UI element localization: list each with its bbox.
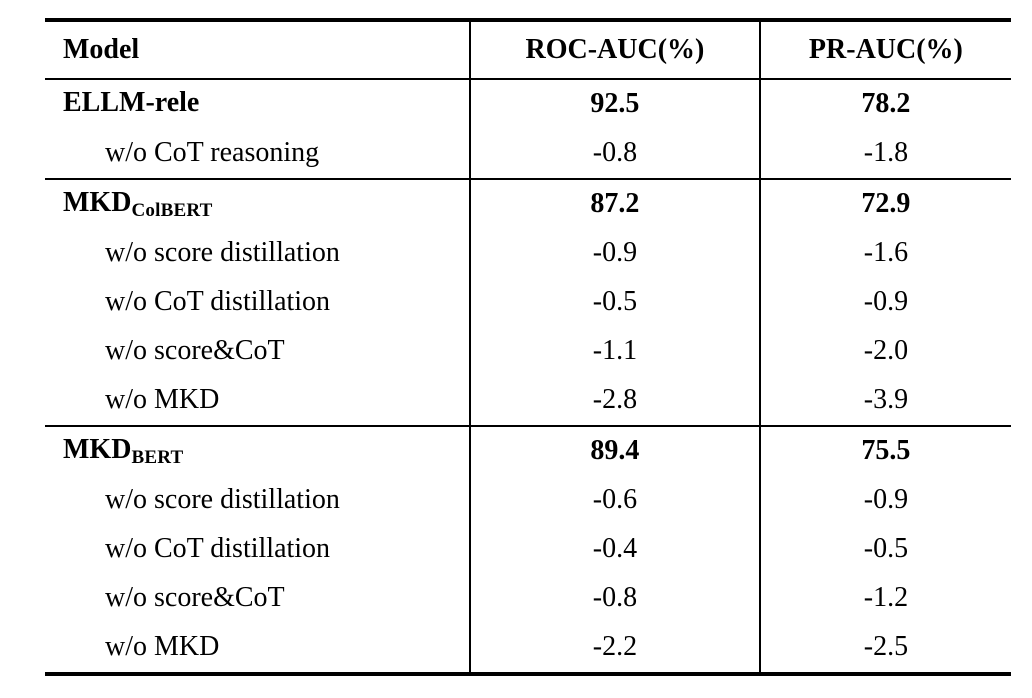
table-row-ellm-rele: ELLM-rele 92.5 78.2: [45, 79, 1011, 129]
ablation-label: w/o CoT reasoning: [45, 129, 472, 179]
ablation-table: Model ROC-AUC(%) PR-AUC(%) ELLM-rele 92.…: [45, 18, 1011, 676]
pr-auc-value: -2.0: [863, 335, 909, 367]
column-header-model: Model: [45, 20, 472, 79]
ablation-label: w/o CoT distillation: [45, 278, 472, 327]
roc-auc-value: 92.5: [470, 79, 761, 129]
table-row-ablation: w/o MKD -2.8 -3.9: [45, 376, 1011, 426]
pr-auc-value: -3.9: [863, 384, 909, 416]
roc-auc-value: -2.8: [470, 376, 761, 426]
table-header-row: Model ROC-AUC(%) PR-AUC(%): [45, 20, 1011, 79]
table-row-mkd-bert: MKDBERT 89.4 75.5: [45, 426, 1011, 476]
table-row-ablation: w/o score distillation -0.6 -0.9: [45, 476, 1011, 525]
pr-auc-value: 72.9: [861, 188, 911, 220]
model-subscript: BERT: [131, 446, 184, 468]
ablation-label: w/o score distillation: [45, 229, 472, 278]
column-header-roc-auc: ROC-AUC(%): [470, 20, 761, 79]
pr-auc-value: -2.5: [863, 631, 909, 663]
model-subscript: ColBERT: [131, 199, 213, 221]
ablation-label: w/o score distillation: [45, 476, 472, 525]
roc-auc-value: -0.4: [470, 525, 761, 574]
model-name-cell: ELLM-rele: [45, 79, 472, 129]
roc-auc-value: -0.5: [470, 278, 761, 327]
roc-auc-value: -0.8: [470, 129, 761, 179]
table-row-ablation: w/o MKD -2.2 -2.5: [45, 623, 1011, 674]
ablation-label: w/o CoT distillation: [45, 525, 472, 574]
model-name-cell: MKDBERT: [45, 426, 472, 476]
pr-auc-value: -0.5: [863, 533, 909, 565]
pr-auc-value: -1.8: [863, 137, 909, 169]
table-row-ablation: w/o CoT reasoning -0.8 -1.8: [45, 129, 1011, 179]
ablation-label: w/o score&CoT: [45, 574, 472, 623]
table-row-ablation: w/o score&CoT -0.8 -1.2: [45, 574, 1011, 623]
pr-auc-value: -1.6: [863, 237, 909, 269]
model-label: MKD: [63, 186, 132, 218]
table-row-mkd-colbert: MKDColBERT 87.2 72.9: [45, 179, 1011, 229]
roc-auc-value: -0.9: [470, 229, 761, 278]
model-name-cell: MKDColBERT: [45, 179, 472, 229]
table-row-ablation: w/o CoT distillation -0.5 -0.9: [45, 278, 1011, 327]
pr-auc-value: -1.2: [863, 582, 909, 614]
ablation-label: w/o score&CoT: [45, 327, 472, 376]
ablation-label: w/o MKD: [45, 623, 472, 674]
pr-auc-value: 75.5: [861, 435, 911, 467]
ablation-label: w/o MKD: [45, 376, 472, 426]
roc-auc-value: 89.4: [470, 426, 761, 476]
table-row-ablation: w/o score&CoT -1.1 -2.0: [45, 327, 1011, 376]
table-row-ablation: w/o CoT distillation -0.4 -0.5: [45, 525, 1011, 574]
ablation-table-container: Model ROC-AUC(%) PR-AUC(%) ELLM-rele 92.…: [45, 18, 1011, 676]
roc-auc-value: -2.2: [470, 623, 761, 674]
roc-auc-value: -0.8: [470, 574, 761, 623]
model-label: MKD: [63, 433, 132, 465]
table-row-ablation: w/o score distillation -0.9 -1.6: [45, 229, 1011, 278]
pr-auc-value: 78.2: [861, 88, 911, 120]
pr-auc-value: -0.9: [863, 484, 909, 516]
model-label: ELLM-rele: [63, 86, 200, 118]
roc-auc-value: -0.6: [470, 476, 761, 525]
column-header-pr-auc: PR-AUC(%): [808, 33, 963, 65]
roc-auc-value: -1.1: [470, 327, 761, 376]
pr-auc-value: -0.9: [863, 286, 909, 318]
roc-auc-value: 87.2: [470, 179, 761, 229]
